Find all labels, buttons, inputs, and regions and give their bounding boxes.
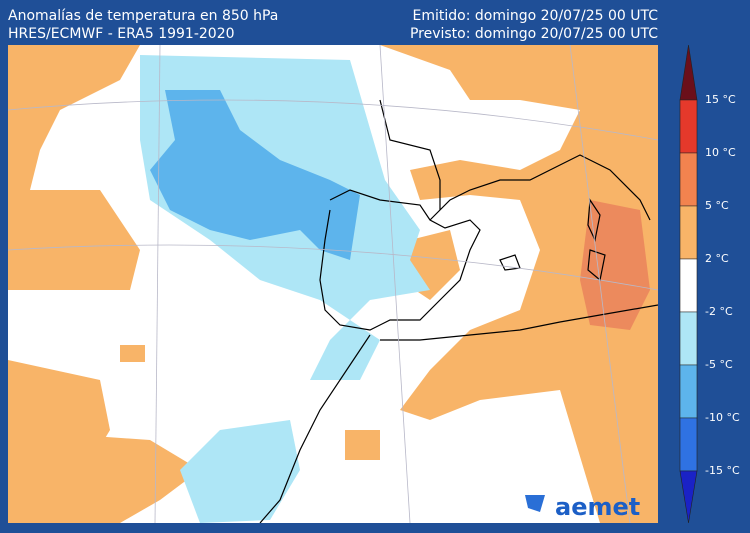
colorbar-label: -15 °C [705, 464, 740, 477]
colorbar-segment [679, 417, 698, 472]
colorbar-segment [679, 258, 698, 313]
graticule [8, 45, 658, 523]
colorbar-label: 10 °C [705, 146, 736, 159]
coastline [259, 99, 658, 523]
issued: Emitido: domingo 20/07/25 00 UTC [413, 8, 659, 24]
colorbar-label: 5 °C [705, 199, 729, 212]
colorbar-segment [679, 470, 698, 524]
colorbar-label: -10 °C [705, 411, 740, 424]
colorbar-label: 2 °C [705, 252, 729, 265]
colorbar: 15 °C 10 °C 5 °C 2 °C -2 °C -5 °C -10 °C -15 °C [679, 44, 740, 524]
logo: aemet [525, 493, 640, 521]
logo-text: aemet [555, 493, 640, 521]
title: Anomalías de temperatura en 850 hPa [8, 8, 278, 24]
colorbar-segment [679, 99, 698, 154]
forecast: Previsto: domingo 20/07/25 00 UTC [410, 26, 658, 42]
warmer-anomaly [580, 200, 650, 330]
colorbar-segment [679, 205, 698, 260]
colorbar-label: -2 °C [705, 305, 733, 318]
colorbar-segment [679, 152, 698, 207]
colorbar-segment [679, 311, 698, 366]
map: aemet [8, 45, 658, 523]
colorbar-label: 15 °C [705, 93, 736, 106]
subtitle: HRES/ECMWF - ERA5 1991-2020 [8, 26, 235, 42]
colorbar-label: -5 °C [705, 358, 733, 371]
colder-anomaly [150, 90, 360, 260]
colorbar-segment [679, 364, 698, 419]
